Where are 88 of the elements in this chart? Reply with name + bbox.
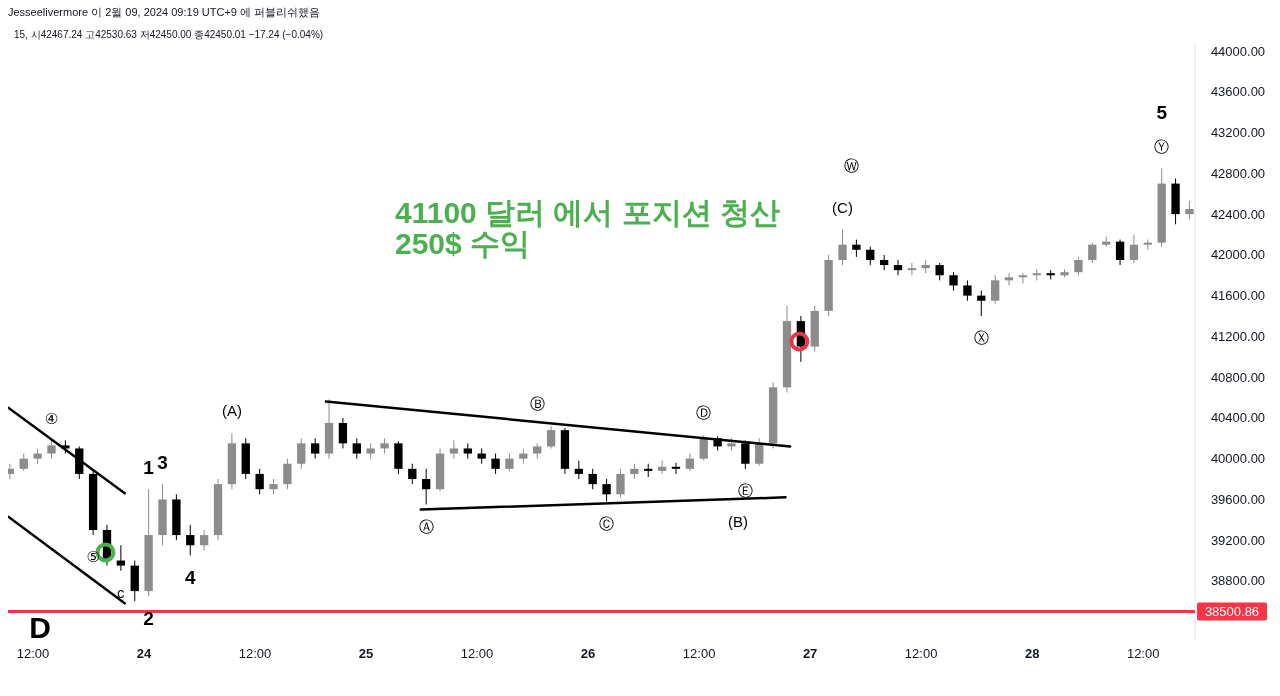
candlestick — [422, 468, 431, 505]
candlestick — [671, 462, 681, 475]
y-tick-label: 39200.00 — [1210, 532, 1266, 548]
annotation: 1 — [143, 456, 155, 478]
y-tick-label: 41600.00 — [1210, 288, 1266, 304]
candlestick — [352, 437, 361, 460]
candlestick — [588, 468, 597, 490]
candlestick — [949, 271, 958, 292]
candlestick — [893, 259, 903, 276]
x-tick-label: 24 — [136, 645, 152, 661]
x-tick-label: 12:00 — [1126, 645, 1160, 661]
annotation: Ⓓ — [696, 404, 712, 422]
x-tick-label: 26 — [580, 645, 596, 661]
annotation: (B) — [728, 513, 748, 531]
annotation: 4 — [184, 567, 196, 589]
annotation: (C) — [832, 198, 853, 216]
candlestick — [491, 453, 500, 475]
candlestick — [408, 463, 417, 485]
x-tick-label: 27 — [802, 645, 818, 661]
candlestick — [255, 468, 264, 495]
annotation: 2 — [143, 607, 154, 629]
y-tick-label: 43600.00 — [1210, 84, 1266, 100]
annotation: 3 — [157, 451, 168, 473]
candlestick — [907, 262, 917, 276]
candlestick — [977, 290, 986, 317]
candlestick — [699, 434, 708, 462]
y-tick-label: 40000.00 — [1210, 451, 1266, 467]
ref-line-label: 38500.86 — [1204, 603, 1260, 619]
candlestick — [311, 437, 320, 460]
candlestick — [47, 439, 56, 460]
x-tick-label: 12:00 — [238, 645, 272, 661]
candlestick — [838, 228, 847, 266]
y-tick-label: 40400.00 — [1210, 410, 1266, 426]
y-tick-label: 42800.00 — [1210, 165, 1266, 181]
candlestick — [1018, 272, 1028, 284]
candlestick — [657, 460, 667, 475]
x-tick-label: 12:00 — [682, 645, 716, 661]
annotation: 41100 달러 에서 포지션 청산 — [395, 195, 781, 229]
candlestick — [866, 246, 875, 266]
annotation: ④ — [44, 409, 59, 427]
y-tick-label: 39600.00 — [1210, 491, 1266, 507]
candlestick — [755, 437, 764, 467]
y-tick-label: 40800.00 — [1210, 369, 1266, 385]
candlestick — [338, 417, 348, 449]
chart-title: Jesseelivermore 이 2월 09, 2024 09:19 UTC+9 에 퍼블리쉬했음 — [8, 6, 321, 18]
annotation: 5 — [1156, 101, 1168, 123]
candlestick — [1185, 200, 1194, 220]
candlestick — [186, 524, 195, 556]
chart-subtitle: 15, 시42467.24 고42530.63 저42450.00 종42450.01 −17.24 (−0.04%) — [14, 29, 324, 40]
x-tick-label: 12:00 — [904, 645, 938, 661]
candlestick — [963, 279, 972, 302]
annotation: (A) — [221, 402, 242, 420]
x-tick-label: 25 — [358, 645, 374, 661]
candlestick — [199, 529, 209, 551]
y-tick-label: 41200.00 — [1210, 328, 1266, 344]
y-tick-label: 43200.00 — [1210, 125, 1266, 141]
candlestick — [116, 544, 126, 572]
candlestick — [1088, 242, 1097, 264]
annotation: Ⓒ — [599, 514, 615, 532]
candlestick — [1115, 239, 1125, 266]
annotation: Ⓨ — [1154, 137, 1170, 155]
candlestick — [546, 425, 556, 449]
x-tick-label: 12:00 — [16, 645, 50, 661]
candlestick — [616, 468, 625, 498]
candlestick — [879, 254, 889, 271]
annotation: Ⓑ — [529, 395, 545, 413]
candlestick — [283, 458, 292, 490]
candlestick — [297, 437, 306, 470]
y-tick-label: 42000.00 — [1210, 247, 1266, 263]
annotation: Ⓐ — [418, 517, 434, 535]
y-tick-label: 38800.00 — [1210, 573, 1266, 589]
candlestick — [991, 274, 1000, 305]
annotation: c — [117, 583, 126, 601]
candlestick — [449, 439, 459, 460]
candlestick — [8, 463, 15, 480]
x-tick-label: 28 — [1024, 645, 1040, 661]
candlestick — [1129, 234, 1139, 264]
annotation: Ⓧ — [973, 329, 989, 347]
candlestick — [574, 460, 583, 480]
annotation: Ⓔ — [737, 482, 753, 500]
annotation: Ⓦ — [843, 157, 859, 175]
annotation: ⑤ — [86, 548, 100, 566]
x-tick-label: 12:00 — [460, 645, 494, 661]
candlestick — [1074, 256, 1083, 276]
y-tick-label: 42400.00 — [1210, 206, 1266, 222]
y-tick-label: 44000.00 — [1210, 43, 1266, 59]
candlestick — [1004, 272, 1014, 286]
annotation: D — [29, 611, 51, 644]
